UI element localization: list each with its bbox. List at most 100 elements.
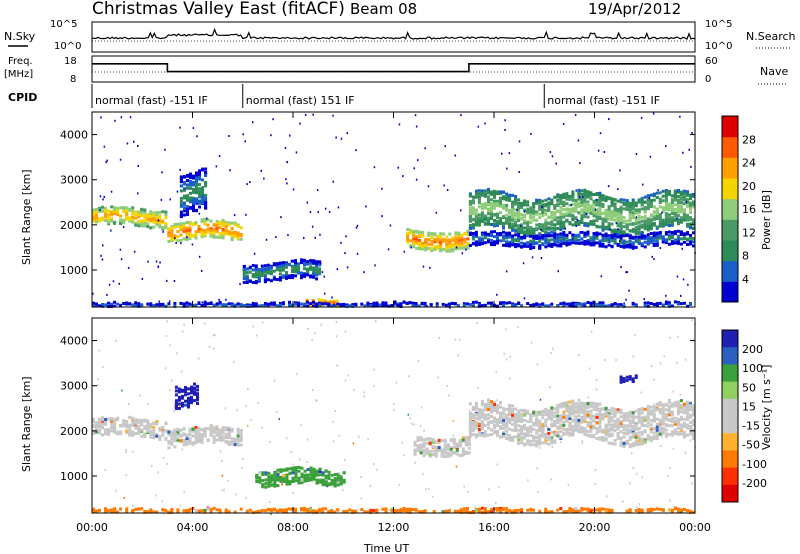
data-cell <box>590 302 593 305</box>
data-cell <box>472 428 475 431</box>
data-cell <box>406 241 409 244</box>
data-cell <box>193 387 196 390</box>
data-cell <box>538 435 541 438</box>
data-cell <box>638 236 641 239</box>
data-cell <box>309 302 312 305</box>
data-cell <box>267 264 270 267</box>
data-cell <box>626 244 629 247</box>
data-cell <box>119 215 122 218</box>
data-cell <box>674 300 677 303</box>
data-cell <box>638 242 641 245</box>
noise-cell <box>280 216 282 218</box>
data-cell <box>119 222 122 225</box>
data-cell <box>644 241 647 244</box>
data-cell <box>683 241 686 244</box>
noise-cell <box>296 151 298 153</box>
data-cell <box>125 430 128 433</box>
data-cell <box>502 244 505 247</box>
data-cell <box>472 413 475 416</box>
data-cell <box>674 239 677 242</box>
data-cell <box>623 221 626 224</box>
data-cell <box>641 224 644 227</box>
data-cell <box>568 198 571 201</box>
data-cell <box>441 449 444 452</box>
data-cell <box>532 428 535 431</box>
data-cell <box>270 266 273 269</box>
data-cell <box>602 205 605 208</box>
noise-cell <box>617 188 619 190</box>
data-cell <box>216 227 219 230</box>
data-cell <box>481 416 484 419</box>
data-cell <box>496 423 499 426</box>
data-cell <box>306 270 309 273</box>
data-cell <box>418 239 421 242</box>
data-cell <box>472 424 475 427</box>
data-cell <box>195 438 198 441</box>
data-cell <box>490 209 493 212</box>
data-cell <box>517 202 520 205</box>
data-cell <box>423 438 426 441</box>
noise-cell <box>192 244 194 246</box>
data-cell <box>511 408 514 411</box>
data-cell <box>620 230 623 233</box>
data-cell <box>475 193 478 196</box>
data-cell <box>662 190 665 193</box>
data-cell <box>505 196 508 199</box>
noise-cell <box>578 140 580 142</box>
data-cell <box>526 229 529 232</box>
data-cell <box>116 417 119 420</box>
data-cell <box>571 402 574 405</box>
data-cell <box>568 432 571 435</box>
data-cell <box>529 235 532 238</box>
data-cell <box>213 224 216 227</box>
data-cell <box>475 224 478 227</box>
data-cell <box>535 224 538 227</box>
data-cell <box>469 210 472 213</box>
data-cell <box>599 212 602 215</box>
data-cell <box>315 265 318 268</box>
data-cell <box>623 242 626 245</box>
data-cell <box>143 225 146 228</box>
data-cell <box>116 213 119 216</box>
noise-cell <box>644 298 646 300</box>
data-cell <box>677 302 680 305</box>
data-cell <box>170 438 173 441</box>
data-cell <box>198 225 201 228</box>
data-cell <box>547 209 550 212</box>
data-cell <box>523 243 526 246</box>
data-cell <box>505 236 508 239</box>
data-cell <box>565 219 568 222</box>
data-cell <box>186 212 189 215</box>
noise-cell <box>315 237 317 239</box>
data-cell <box>219 435 222 438</box>
data-cell <box>478 408 481 411</box>
data-cell <box>505 233 508 236</box>
data-cell <box>674 195 677 198</box>
data-cell <box>493 242 496 245</box>
noise-cell <box>642 184 644 186</box>
data-cell <box>198 178 201 181</box>
noise-cell <box>690 166 692 168</box>
data-cell <box>319 468 322 471</box>
noise-cell <box>572 238 574 240</box>
data-cell <box>312 259 315 262</box>
data-cell <box>198 434 201 437</box>
data-cell <box>596 193 599 196</box>
data-cell <box>164 213 167 216</box>
data-cell <box>201 168 204 171</box>
noise-cell <box>340 242 342 244</box>
data-cell <box>140 435 143 438</box>
data-cell <box>444 455 447 458</box>
data-cell <box>587 241 590 244</box>
data-cell <box>550 303 553 306</box>
data-cell <box>282 267 285 270</box>
data-cell <box>487 208 490 211</box>
noise-cell <box>665 295 667 297</box>
data-cell <box>149 423 152 426</box>
data-cell <box>650 232 653 235</box>
data-cell <box>432 450 435 453</box>
data-cell <box>183 206 186 209</box>
data-cell <box>565 428 568 431</box>
data-cell <box>556 404 559 407</box>
data-cell <box>596 237 599 240</box>
